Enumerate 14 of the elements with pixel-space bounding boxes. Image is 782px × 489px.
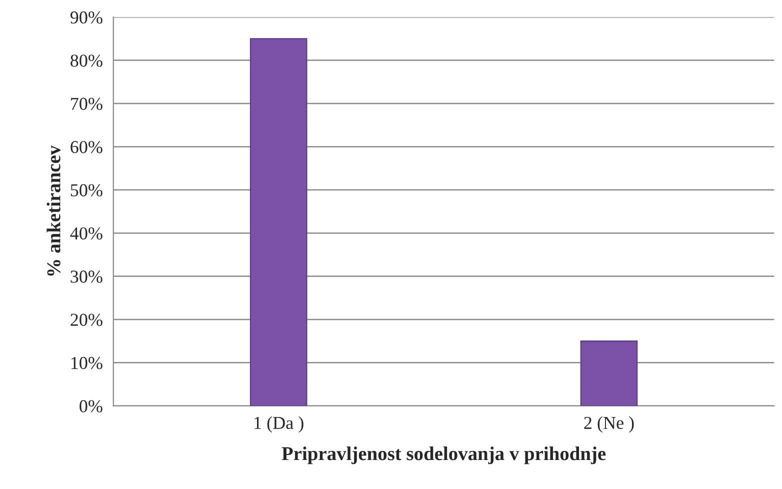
y-tick-label: 10%: [71, 356, 102, 370]
x-tick-label: 2 (Ne ): [584, 416, 634, 433]
x-tick-label: 1 (Da ): [254, 416, 304, 433]
y-tick-label: 40%: [70, 227, 102, 240]
y-tick-label: 80%: [70, 54, 102, 67]
y-tick-label: 30%: [70, 270, 102, 283]
y-tick-label: 50%: [70, 184, 102, 196]
x-axis-title: Pripravljenost sodelovanja v prihodnje: [282, 446, 606, 464]
y-tick-label: 70%: [71, 98, 102, 110]
y-tick-label: 60%: [70, 140, 102, 154]
y-tick-label: 20%: [70, 314, 102, 326]
y-tick-label: 0%: [80, 400, 102, 412]
y-tick-label: 90%: [70, 11, 102, 24]
y-axis-title: % anketirancev: [46, 145, 60, 276]
